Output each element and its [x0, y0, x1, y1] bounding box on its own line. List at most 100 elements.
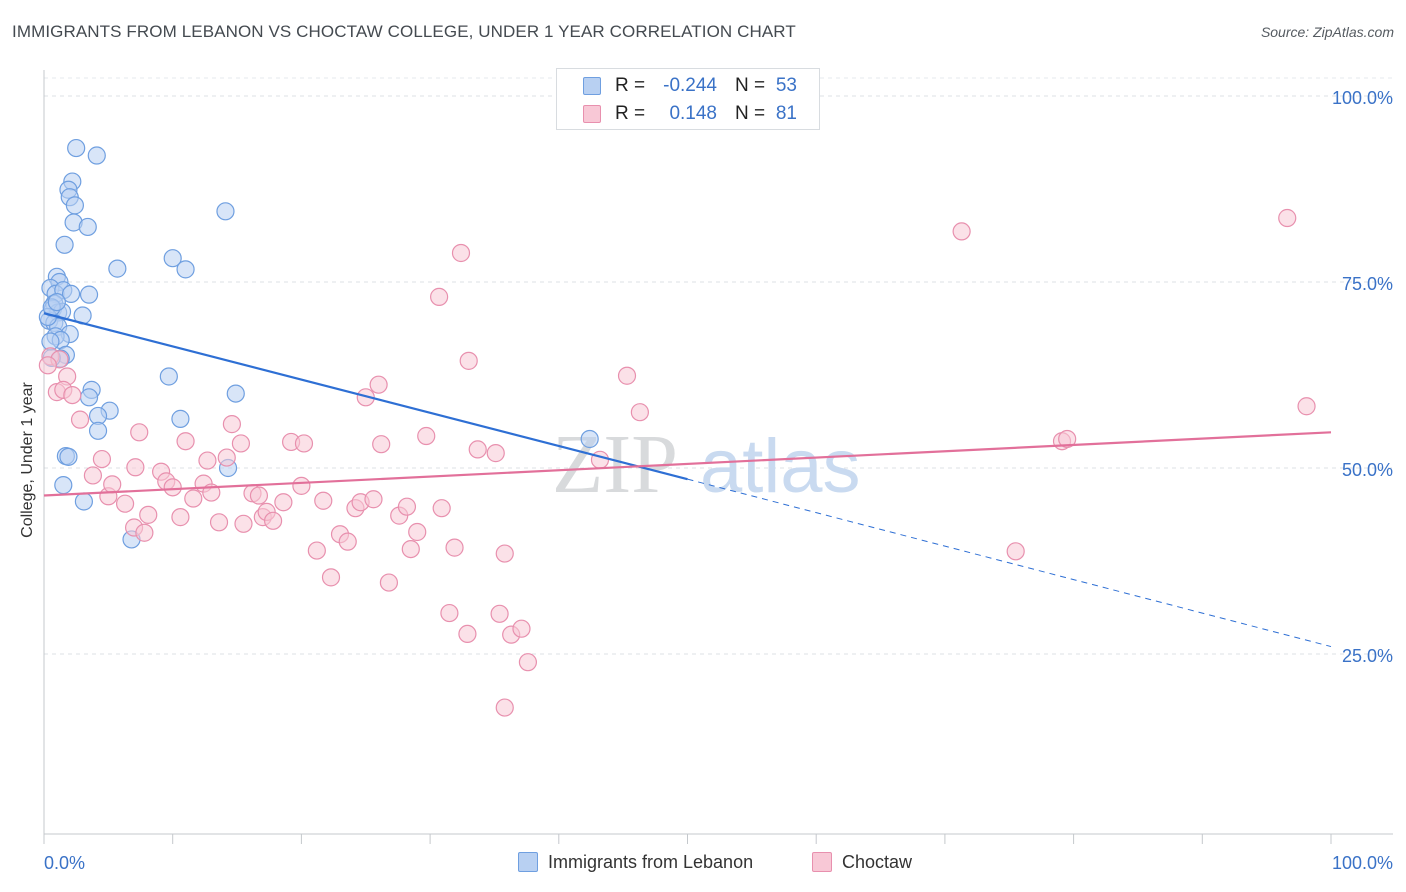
point-lebanon — [216, 202, 235, 221]
tick-labels: 25.0% 50.0% 75.0% 100.0% 0.0% 100.0% — [44, 88, 1393, 873]
point-choctaw — [397, 497, 417, 516]
point-choctaw — [38, 356, 57, 375]
series-choctaw-points — [38, 208, 1316, 717]
point-lebanon — [87, 146, 106, 165]
point-choctaw — [468, 440, 487, 459]
point-choctaw — [590, 450, 610, 469]
point-choctaw — [171, 508, 190, 527]
series-lebanon-points — [38, 138, 599, 549]
point-choctaw — [234, 514, 253, 533]
point-choctaw — [222, 415, 242, 434]
point-choctaw — [486, 444, 505, 463]
point-choctaw — [115, 494, 135, 513]
point-choctaw — [440, 603, 459, 623]
point-choctaw — [263, 511, 283, 530]
watermark-atlas: atlas — [700, 424, 861, 509]
point-lebanon — [55, 235, 74, 254]
correlation-legend: R = -0.244 N = 53 R = 0.148 N = 81 — [556, 68, 820, 130]
point-choctaw — [321, 568, 341, 587]
legend-n-value: 81 — [775, 103, 797, 124]
point-choctaw — [184, 489, 203, 508]
point-choctaw — [952, 222, 971, 241]
legend-n-label: N = — [735, 75, 766, 96]
point-choctaw — [338, 532, 357, 551]
point-lebanon — [580, 429, 599, 449]
point-choctaw — [430, 287, 449, 306]
legend-item-choctaw[interactable]: Choctaw — [812, 852, 912, 876]
x-tick-label: 100.0% — [1332, 853, 1393, 873]
point-lebanon — [54, 476, 73, 495]
point-choctaw — [130, 423, 149, 442]
point-choctaw — [1278, 208, 1297, 228]
point-lebanon — [88, 421, 108, 440]
point-choctaw — [249, 486, 269, 505]
legend-row-lebanon: R = -0.244 N = 53 — [557, 73, 819, 99]
trend-line-lebanon-extrapolated — [687, 478, 1332, 648]
point-choctaw — [83, 466, 103, 485]
point-choctaw — [495, 698, 514, 717]
point-lebanon — [74, 492, 93, 511]
point-choctaw — [292, 476, 311, 495]
point-choctaw — [1058, 429, 1077, 449]
point-choctaw — [617, 366, 637, 385]
legend-r-value: 0.148 — [669, 103, 717, 124]
point-choctaw — [274, 493, 293, 512]
point-choctaw — [630, 403, 649, 422]
point-choctaw — [314, 491, 333, 510]
legend-label-lebanon: Immigrants from Lebanon — [548, 852, 754, 872]
y-tick-label: 50.0% — [1342, 460, 1393, 480]
trend-line-lebanon — [43, 312, 688, 481]
legend-r-label: R = — [615, 75, 646, 96]
point-choctaw — [294, 434, 314, 453]
legend-swatch-choctaw — [812, 852, 832, 872]
point-choctaw — [512, 619, 531, 638]
point-choctaw — [445, 538, 464, 557]
legend-swatch-choctaw — [583, 105, 601, 123]
point-choctaw — [176, 432, 195, 451]
point-choctaw — [198, 451, 217, 470]
legend-r-value: -0.244 — [663, 75, 717, 96]
point-choctaw — [369, 375, 388, 394]
point-choctaw — [92, 449, 112, 469]
legend-swatch-lebanon — [583, 77, 601, 95]
point-choctaw — [63, 385, 82, 405]
point-choctaw — [417, 426, 436, 446]
point-lebanon — [61, 284, 81, 304]
source-credit: Source: ZipAtlas.com — [1260, 24, 1394, 40]
point-choctaw — [518, 653, 538, 672]
point-lebanon — [78, 217, 97, 237]
point-lebanon — [79, 388, 99, 407]
legend-item-lebanon[interactable]: Immigrants from Lebanon — [518, 852, 753, 876]
legend-n-label: N = — [735, 103, 766, 124]
point-choctaw — [70, 410, 90, 429]
point-choctaw — [364, 490, 383, 509]
point-choctaw — [103, 475, 122, 494]
point-lebanon — [67, 138, 86, 158]
point-lebanon — [163, 249, 182, 268]
point-choctaw — [231, 434, 251, 453]
point-choctaw — [217, 448, 236, 467]
point-choctaw — [432, 499, 451, 518]
y-tick-label: 25.0% — [1342, 646, 1393, 666]
point-choctaw — [401, 539, 420, 559]
trend-lines — [43, 312, 1332, 648]
chart-title: IMMIGRANTS FROM LEBANON VS CHOCTAW COLLE… — [12, 22, 796, 41]
point-choctaw — [408, 522, 427, 542]
point-lebanon — [171, 409, 190, 428]
legend-label-choctaw: Choctaw — [842, 852, 913, 872]
point-lebanon — [176, 260, 195, 279]
point-choctaw — [495, 544, 514, 563]
point-choctaw — [209, 513, 229, 532]
point-choctaw — [372, 435, 391, 454]
point-lebanon — [59, 447, 78, 466]
y-tick-label: 75.0% — [1342, 274, 1393, 294]
point-lebanon — [159, 367, 178, 386]
legend-r-label: R = — [615, 103, 646, 124]
point-choctaw — [139, 505, 158, 524]
point-lebanon — [79, 285, 99, 304]
point-choctaw — [490, 604, 509, 623]
point-choctaw — [163, 478, 182, 497]
point-choctaw — [379, 573, 399, 592]
legend-swatch-lebanon — [518, 852, 538, 872]
